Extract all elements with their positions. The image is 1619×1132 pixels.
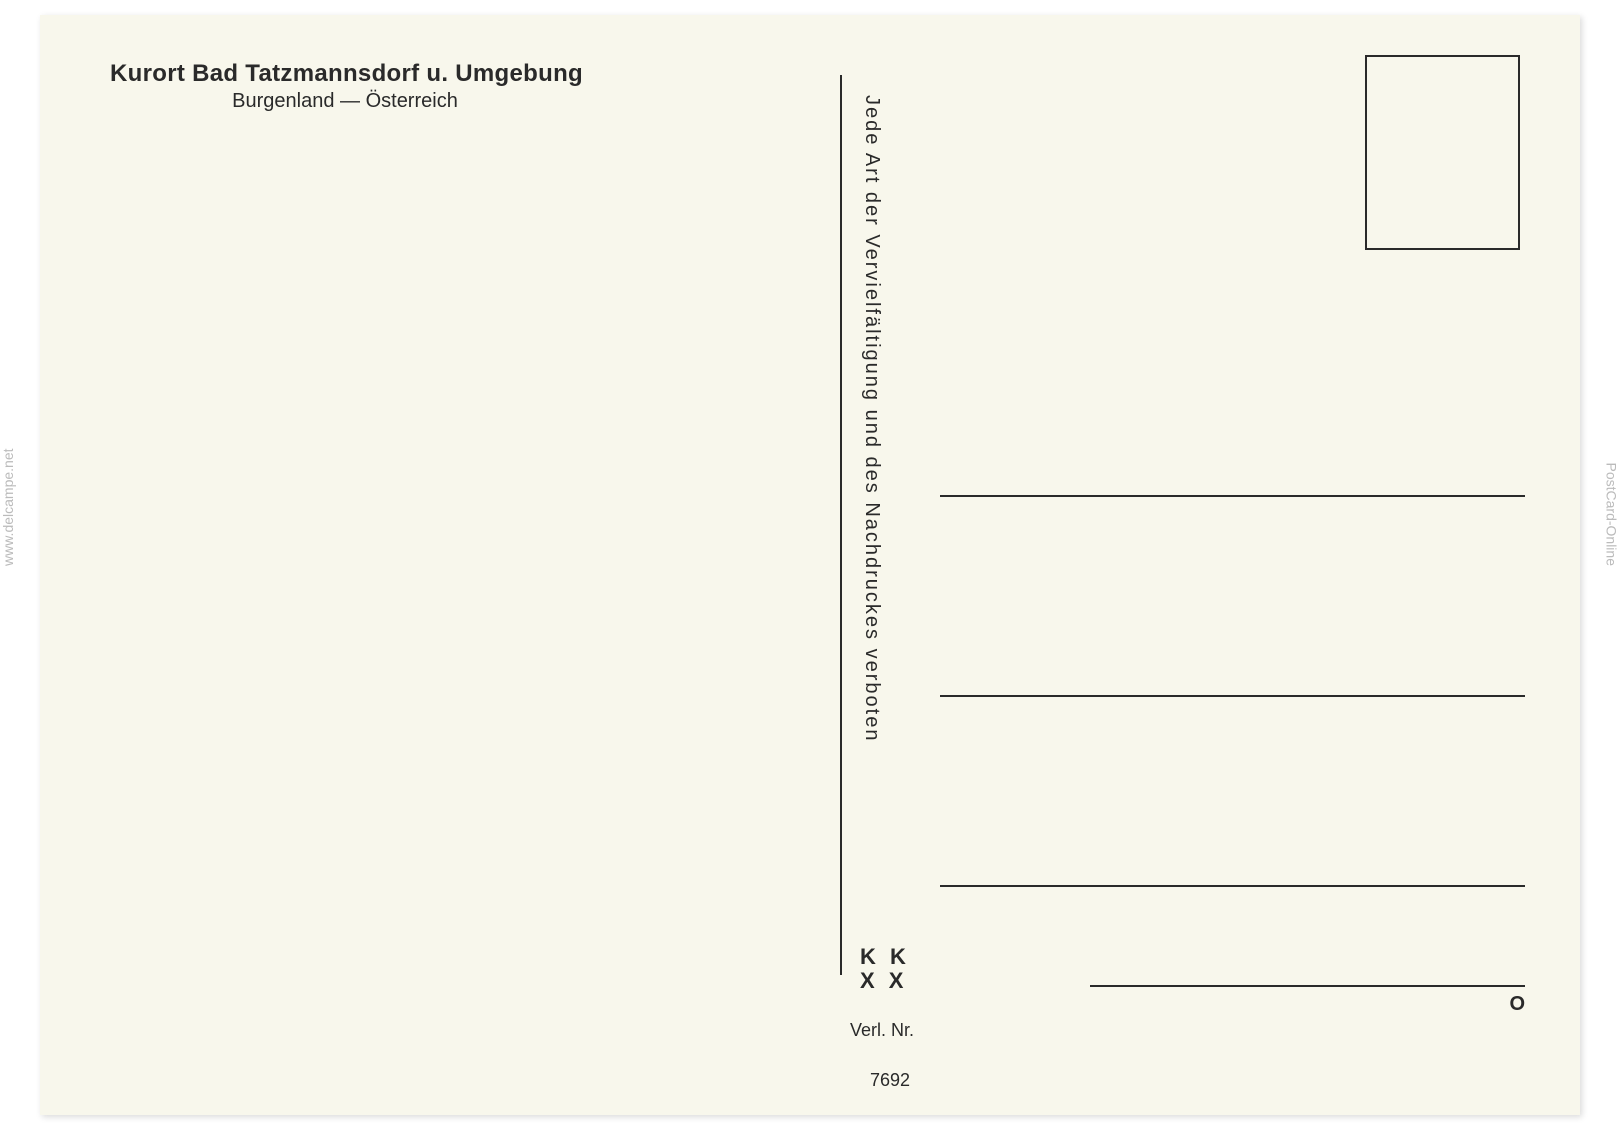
postcard-back: Kurort Bad Tatzmannsdorf u. Umgebung Bur… (40, 15, 1580, 1115)
circle-marker: O (1509, 993, 1525, 1016)
address-line-3 (940, 885, 1525, 887)
title-sub: Burgenland — Österreich (110, 90, 580, 113)
publisher-label: Verl. Nr. (850, 1020, 914, 1041)
address-line-2 (940, 695, 1525, 697)
kk-row1: K K (860, 945, 910, 969)
center-divider (840, 75, 842, 975)
kk-marks: K K X X (860, 945, 910, 993)
title-block: Kurort Bad Tatzmannsdorf u. Umgebung Bur… (110, 60, 583, 113)
stamp-placeholder (1365, 55, 1520, 250)
kk-row2: X X (860, 969, 910, 993)
address-line-1 (940, 495, 1525, 497)
watermark-left: www.delcampe.net (0, 448, 16, 566)
copyright-vertical: Jede Art der Vervielfältigung und des Na… (860, 95, 883, 950)
title-main: Kurort Bad Tatzmannsdorf u. Umgebung (110, 60, 583, 88)
watermark-right: PostCard-Online (1603, 463, 1619, 567)
address-line-4 (1090, 985, 1525, 987)
item-number: 7692 (870, 1070, 910, 1091)
